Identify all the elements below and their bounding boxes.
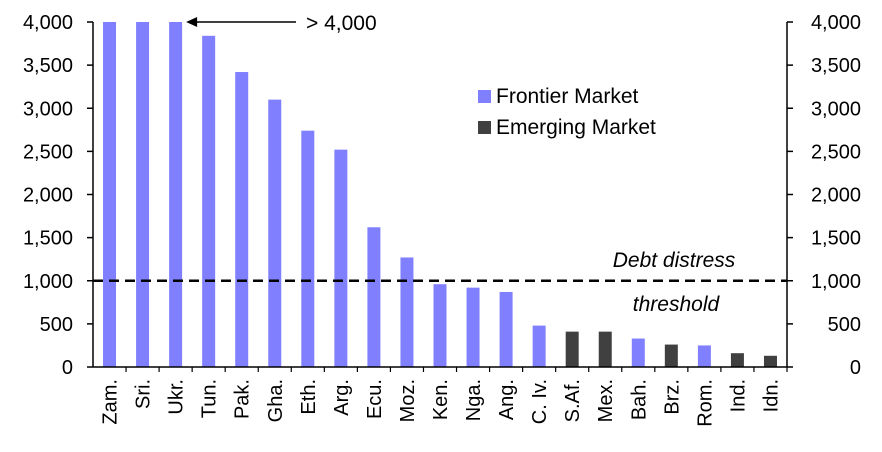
bar-ang: [499, 291, 513, 367]
category-label-s-af: S.Af.: [562, 379, 584, 422]
category-label-c-iv: C. Iv.: [529, 379, 551, 424]
left-tick-label: 500: [40, 314, 73, 336]
right-tick-label: 0: [850, 357, 861, 379]
left-tick-label: 1,000: [23, 271, 73, 293]
bar-c-iv: [532, 325, 546, 367]
bar-tun: [202, 35, 216, 368]
bar-ind: [730, 353, 744, 367]
right-tick-label: 4,000: [811, 12, 861, 34]
bar-eth: [301, 130, 315, 367]
category-label-idn: Idn.: [760, 379, 782, 412]
bar-mex: [598, 331, 612, 367]
bar-rom: [697, 345, 711, 367]
right-tick-label: 500: [828, 314, 861, 336]
right-tick-label: 1,000: [811, 271, 861, 293]
category-label-brz: Brz.: [661, 379, 683, 415]
category-label-sri: Sri.: [133, 379, 155, 409]
category-label-ang: Ang.: [496, 379, 518, 420]
bar-arg: [334, 149, 348, 367]
bar-idn: [763, 355, 777, 367]
right-tick-label: 1,500: [811, 228, 861, 250]
bar-pak: [235, 72, 249, 368]
left-tick-label: 1,500: [23, 228, 73, 250]
category-label-ukr: Ukr.: [166, 379, 188, 415]
right-axis-ticks: 0 500 1,000 1,500 2,000 2,500 3,000 3,500 4,000: [787, 12, 861, 379]
category-label-mex: Mex.: [595, 379, 617, 422]
legend-label-frontier: Frontier Market: [496, 85, 639, 108]
bar-ukr: [169, 22, 183, 367]
overflow-annotation: > 4,000: [186, 12, 377, 35]
bar-moz: [400, 257, 414, 367]
bar-bah: [631, 338, 645, 367]
category-label-pak: Pak.: [232, 379, 254, 419]
bar-nga: [466, 287, 480, 367]
category-label-bah: Bah.: [628, 379, 650, 420]
category-label-gha: Gha.: [265, 379, 287, 422]
category-label-eth: Eth.: [298, 379, 320, 415]
right-tick-label: 3,000: [811, 98, 861, 120]
annotation-text: > 4,000: [306, 12, 377, 35]
category-label-nga: Nga.: [463, 379, 485, 421]
threshold-label-bottom: threshold: [633, 293, 721, 316]
category-label-moz: Moz.: [397, 379, 419, 422]
bar-brz: [664, 344, 678, 367]
bars-group: [103, 22, 777, 368]
left-tick-label: 2,000: [23, 185, 73, 207]
bar-ken: [433, 284, 447, 367]
bar-s-af: [565, 331, 579, 367]
right-tick-label: 3,500: [811, 55, 861, 77]
left-tick-label: 3,000: [23, 98, 73, 120]
left-tick-label: 3,500: [23, 55, 73, 77]
legend-swatch-emerging: [478, 121, 491, 134]
category-label-ecu: Ecu.: [364, 379, 386, 419]
category-label-ken: Ken.: [430, 379, 452, 420]
bar-sri: [136, 22, 150, 367]
bar-zam: [103, 22, 117, 367]
category-labels: Zam. Sri. Ukr. Tun. Pak. Gha. Eth. Arg. Ecu. Moz.…: [100, 367, 788, 427]
category-label-zam: Zam.: [100, 379, 122, 425]
category-label-rom: Rom.: [694, 379, 716, 427]
right-tick-label: 2,500: [811, 141, 861, 163]
category-label-arg: Arg.: [331, 379, 353, 416]
category-label-tun: Tun.: [199, 379, 221, 418]
left-tick-label: 4,000: [23, 12, 73, 34]
annotation-arrowhead-icon: [186, 17, 198, 27]
legend-label-emerging: Emerging Market: [496, 116, 656, 139]
right-tick-label: 2,000: [811, 185, 861, 207]
left-tick-label: 2,500: [23, 141, 73, 163]
bar-gha: [268, 99, 282, 367]
bar-ecu: [367, 227, 381, 367]
legend: Frontier Market Emerging Market: [478, 85, 656, 139]
category-label-ind: Ind.: [727, 379, 749, 412]
threshold-label-top: Debt distress: [613, 249, 736, 272]
left-tick-label: 0: [62, 357, 73, 379]
legend-swatch-frontier: [478, 90, 491, 103]
left-axis-ticks: 0 500 1,000 1,500 2,000 2,500 3,000 3,500 4,000: [23, 12, 93, 379]
